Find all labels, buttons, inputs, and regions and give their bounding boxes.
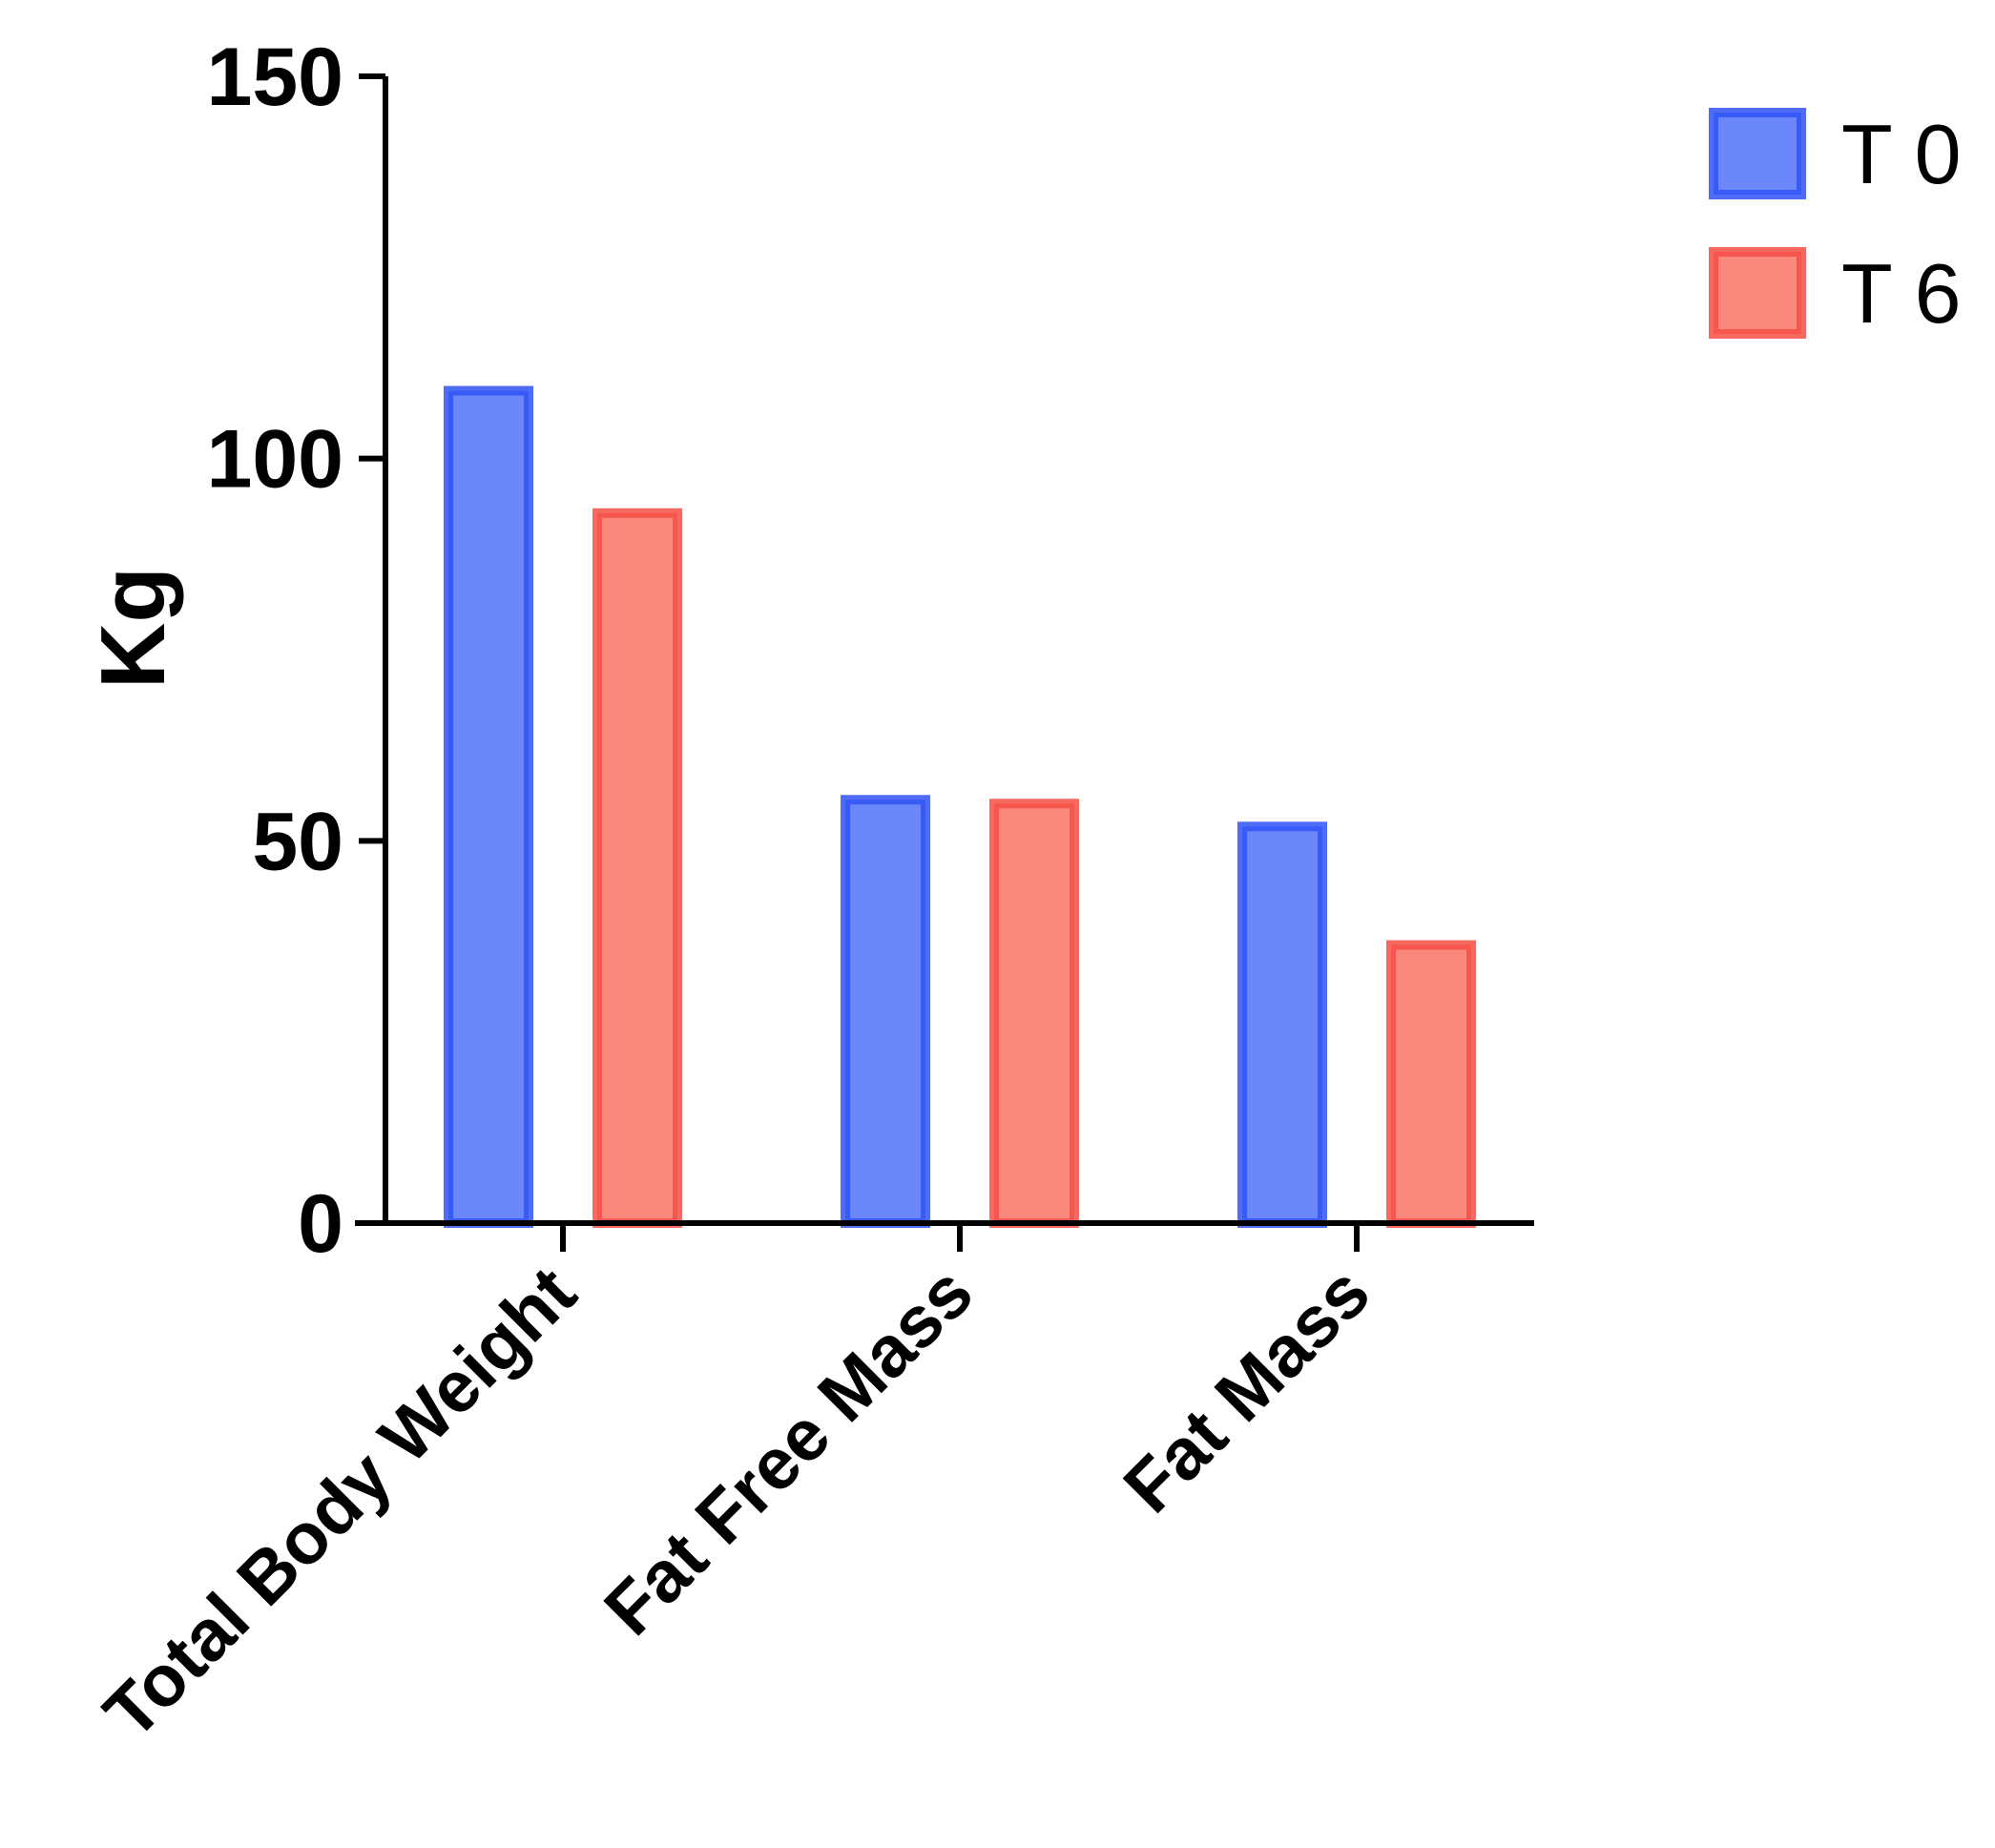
y-tick-label: 100: [207, 414, 344, 506]
x-axis-ticks: [560, 1223, 1360, 1252]
y-tick-label: 0: [298, 1178, 343, 1270]
legend-label: T 6: [1841, 246, 1962, 341]
bar-t6-fat-free-mass: [989, 799, 1079, 1228]
bar-t6-total-body-weight: [592, 508, 682, 1228]
x-tick-label: Fat Mass: [1109, 1252, 1385, 1528]
y-axis-ticks: [359, 73, 385, 1226]
legend-label: T 0: [1841, 107, 1962, 201]
bars-group: [444, 385, 1476, 1229]
bar-t0-fat-mass: [1237, 821, 1327, 1228]
y-tick-label: 50: [252, 796, 343, 887]
x-tick-label: Fat Free Mass: [589, 1252, 988, 1651]
bar-t6-fat-mass: [1386, 940, 1476, 1228]
y-tick-label: 150: [207, 31, 344, 123]
legend: T 0T 6: [1709, 107, 1962, 341]
legend-swatch: [1709, 108, 1806, 199]
y-axis-tick-labels: 0 50 100 150: [207, 31, 344, 1270]
bar-t0-total-body-weight: [444, 385, 533, 1229]
y-axis-title: Kg: [82, 567, 184, 689]
bar-t0-fat-free-mass: [841, 795, 930, 1229]
legend-swatch: [1709, 247, 1806, 339]
x-tick-label: Total Body Weight: [89, 1252, 592, 1755]
